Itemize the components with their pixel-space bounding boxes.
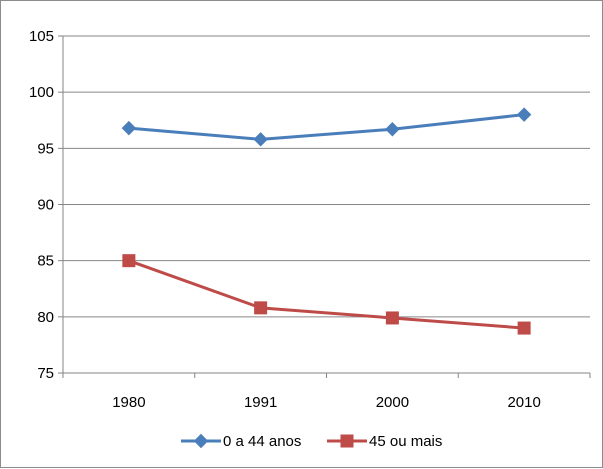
legend-label-0-a-44-anos: 0 a 44 anos [223, 433, 301, 450]
series-45-ou-mais [122, 254, 531, 335]
y-tick-label-100: 100 [29, 84, 54, 101]
legend-marker-0-a-44-anos [193, 433, 209, 449]
x-tick-label-2000: 2000 [376, 394, 409, 411]
x-tick-label-1991: 1991 [244, 394, 277, 411]
data-point-0-a-44-anos-2000 [385, 122, 400, 137]
y-tick-label-95: 95 [37, 140, 54, 157]
legend-item-45-ou-mais: 45 ou mais [327, 433, 442, 450]
series-line-45-ou-mais [128, 259, 525, 330]
data-point-0-a-44-anos-2010 [516, 107, 532, 122]
legend-marker-45-ou-mais [340, 434, 354, 448]
x-tick-label-2010: 2010 [507, 394, 540, 411]
data-point-45-ou-mais-2000 [385, 311, 399, 325]
y-tick-label-75: 75 [37, 365, 54, 382]
legend-label-45-ou-mais: 45 ou mais [369, 433, 442, 450]
legend: 0 a 44 anos 45 ou mais [181, 433, 442, 450]
y-tick-label-85: 85 [37, 253, 54, 270]
axes [58, 35, 591, 378]
data-point-45-ou-mais-2010 [517, 321, 531, 335]
data-point-0-a-44-anos-1991 [253, 132, 268, 147]
y-tick-label-105: 105 [29, 28, 54, 45]
legend-item-0-a-44-anos: 0 a 44 anos [181, 433, 301, 450]
y-tick-label-80: 80 [37, 309, 54, 326]
grid-lines [63, 35, 590, 374]
x-tick-labels: 1980 1991 2000 2010 [112, 394, 541, 411]
series-group [121, 107, 532, 335]
series-line-0-a-44-anos [128, 113, 525, 141]
data-point-0-a-44-anos-1980 [121, 120, 137, 136]
y-tick-label-90: 90 [37, 197, 54, 214]
data-point-45-ou-mais-1980 [122, 254, 136, 268]
series-0-a-44-anos [121, 107, 532, 147]
y-tick-labels: 75 80 85 90 95 100 105 [29, 28, 54, 382]
x-tick-label-1980: 1980 [112, 394, 145, 411]
data-point-45-ou-mais-1991 [254, 301, 268, 315]
